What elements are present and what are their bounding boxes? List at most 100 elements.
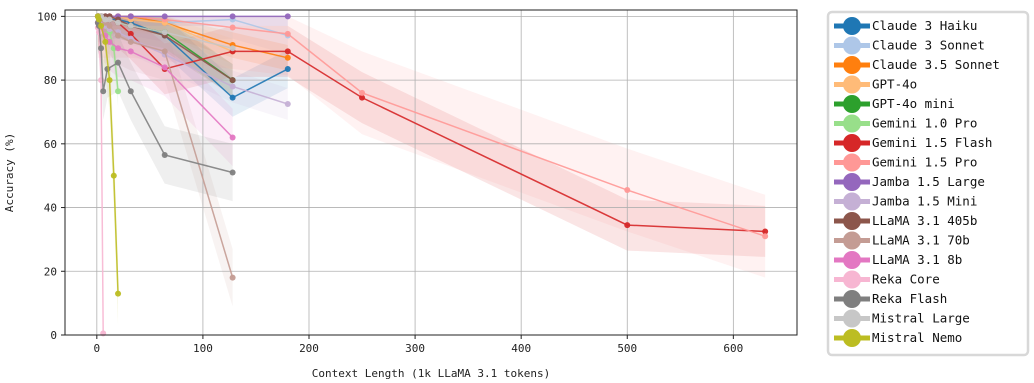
legend-label-claude-3-sonnet: Claude 3 Sonnet: [872, 38, 985, 53]
point-gemini-1-5-flash: [127, 30, 134, 37]
legend-marker-reka-core: [843, 270, 861, 289]
point-reka-flash: [229, 169, 236, 176]
legend-marker-jamba-1-5-large: [843, 173, 861, 191]
legend-marker-jamba-1-5-mini: [843, 192, 861, 211]
point-mistral-large: [229, 45, 236, 52]
y-tick-label: 60: [44, 138, 57, 151]
x-tick-label: 100: [193, 342, 213, 355]
band-llama-3-1-70b: [97, 16, 233, 307]
band-gemini-1-5-flash: [97, 16, 766, 257]
series-lines: [94, 13, 769, 337]
legend-item-mistral-nemo: Mistral Nemo: [834, 329, 962, 347]
point-reka-flash: [98, 45, 105, 52]
legend-label-gpt-4o-mini: GPT-4o mini: [872, 96, 955, 111]
point-gemini-1-5-pro: [624, 187, 631, 194]
point-llama-3-1-405b: [229, 77, 236, 84]
legend-item-reka-flash: Reka Flash: [834, 290, 947, 308]
legend-item-llama-3-1-70b: LLaMA 3.1 70b: [834, 231, 970, 250]
point-gemini-1-5-pro: [762, 233, 769, 240]
legend-marker-reka-flash: [843, 290, 861, 308]
band-gemini-1-5-pro: [97, 16, 766, 278]
point-claude-3-haiku: [284, 65, 291, 72]
legend-marker-claude-3-5-sonnet: [843, 56, 861, 74]
band-reka-flash: [97, 16, 233, 202]
point-jamba-1-5-large: [284, 13, 291, 20]
legend-item-gemini-1-0-pro: Gemini 1.0 Pro: [834, 114, 977, 133]
point-llama-3-1-70b: [106, 22, 113, 29]
legend-label-gemini-1-5-pro: Gemini 1.5 Pro: [872, 155, 977, 170]
legend-label-gemini-1-0-pro: Gemini 1.0 Pro: [872, 116, 977, 131]
legend-marker-llama-3-1-8b: [843, 251, 861, 269]
legend-marker-claude-3-sonnet: [843, 36, 861, 55]
point-claude-3-haiku: [229, 94, 236, 101]
point-claude-3-5-sonnet: [284, 54, 291, 61]
y-tick-label: 80: [44, 74, 57, 87]
point-jamba-1-5-large: [127, 13, 134, 20]
band-claude-3-haiku: [97, 16, 288, 117]
legend-label-llama-3-1-70b: LLaMA 3.1 70b: [872, 233, 970, 248]
point-reka-flash: [127, 88, 134, 95]
legend-item-gemini-1-5-pro: Gemini 1.5 Pro: [834, 153, 977, 172]
legend-marker-mistral-large: [843, 309, 861, 328]
x-axis-label: Context Length (1k LLaMA 3.1 tokens): [312, 367, 550, 380]
point-gemini-1-5-flash: [624, 222, 631, 229]
band-gemini-1-0-pro: [97, 16, 119, 108]
point-reka-flash: [161, 151, 168, 158]
legend-marker-gemini-1-5-pro: [843, 153, 861, 172]
x-tick-label: 200: [299, 342, 319, 355]
point-mistral-large: [127, 22, 134, 29]
legend-label-gpt-4o: GPT-4o: [872, 77, 917, 92]
legend-marker-gemini-1-5-flash: [843, 134, 861, 152]
legend-item-mistral-large: Mistral Large: [834, 309, 970, 328]
point-reka-flash: [100, 88, 107, 95]
legend-item-llama-3-1-405b: LLaMA 3.1 405b: [834, 212, 977, 230]
point-reka-core: [100, 330, 107, 337]
legend-label-mistral-large: Mistral Large: [872, 311, 970, 326]
legend-label-llama-3-1-405b: LLaMA 3.1 405b: [872, 213, 977, 228]
point-mistral-large: [161, 29, 168, 36]
y-tick-label: 20: [44, 265, 57, 278]
y-tick-label: 0: [50, 329, 57, 342]
y-tick-label: 40: [44, 202, 57, 215]
point-mistral-nemo: [102, 38, 109, 45]
legend-label-llama-3-1-8b: LLaMA 3.1 8b: [872, 252, 962, 267]
point-llama-3-1-70b: [161, 48, 168, 55]
point-llama-3-1-70b: [115, 32, 122, 39]
x-tick-label: 400: [511, 342, 531, 355]
legend-item-claude-3-5-sonnet: Claude 3.5 Sonnet: [834, 56, 1000, 74]
legend-item-claude-3-haiku: Claude 3 Haiku: [834, 17, 977, 35]
point-gemini-1-5-flash: [762, 228, 769, 235]
point-mistral-nemo: [115, 290, 122, 297]
legend-marker-mistral-nemo: [843, 329, 861, 347]
point-llama-3-1-8b: [127, 48, 134, 55]
point-mistral-nemo: [110, 172, 117, 179]
point-mistral-nemo: [106, 77, 113, 84]
x-tick-label: 0: [94, 342, 101, 355]
point-reka-flash: [115, 59, 122, 66]
legend-label-reka-core: Reka Core: [872, 272, 940, 287]
legend-item-llama-3-1-8b: LLaMA 3.1 8b: [834, 251, 962, 269]
point-gemini-1-5-pro: [359, 89, 366, 96]
legend-item-jamba-1-5-mini: Jamba 1.5 Mini: [834, 192, 977, 211]
point-llama-3-1-8b: [115, 45, 122, 52]
legend-item-jamba-1-5-large: Jamba 1.5 Large: [834, 173, 985, 191]
legend-box: [826, 10, 1030, 357]
legend-marker-gpt-4o-mini: [843, 95, 861, 113]
point-gemini-1-0-pro: [115, 88, 122, 95]
point-jamba-1-5-large: [229, 13, 236, 20]
point-gemini-1-5-pro: [284, 30, 291, 37]
x-tick-label: 500: [617, 342, 637, 355]
point-gemini-1-5-pro: [229, 24, 236, 31]
point-jamba-1-5-mini: [229, 83, 236, 90]
point-llama-3-1-70b: [229, 274, 236, 281]
point-gemini-1-5-flash: [359, 94, 366, 101]
plot-frame: [64, 9, 798, 336]
point-llama-3-1-8b: [106, 38, 113, 45]
band-claude-3-sonnet: [97, 16, 288, 55]
point-jamba-1-5-large: [161, 13, 168, 20]
point-llama-3-1-8b: [161, 64, 168, 71]
legend-label-jamba-1-5-mini: Jamba 1.5 Mini: [872, 194, 977, 209]
legend-label-jamba-1-5-large: Jamba 1.5 Large: [872, 174, 985, 189]
point-llama-3-1-70b: [127, 38, 134, 45]
